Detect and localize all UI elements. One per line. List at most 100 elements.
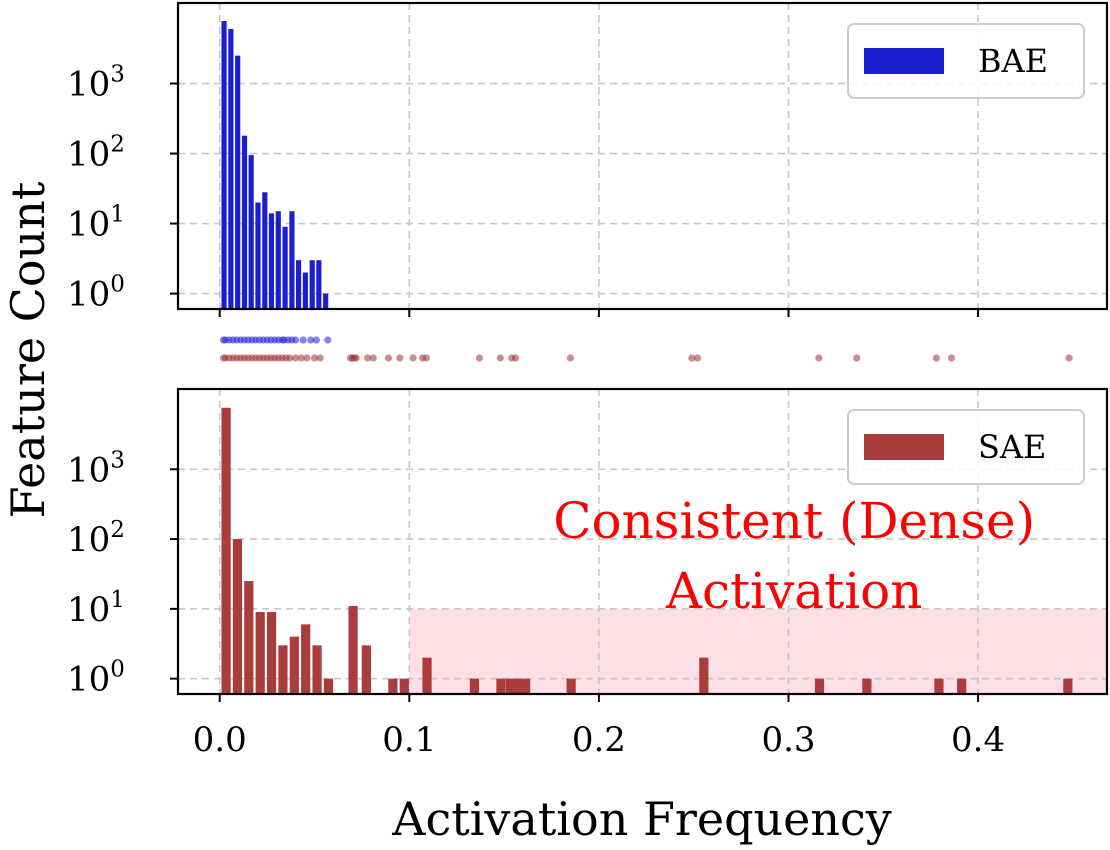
bae-panel: 100 101 102 103 BAE xyxy=(67,1,1109,317)
sae-activation-dot xyxy=(286,354,294,362)
sae-bar xyxy=(348,605,358,694)
sae-bar xyxy=(469,678,480,694)
bae-activation-dot xyxy=(299,336,307,344)
sae-activation-dot xyxy=(384,354,393,362)
bae-bar xyxy=(323,293,329,309)
sae-activation-dot xyxy=(947,354,956,362)
y-tick-label: 100 xyxy=(67,657,125,700)
plot-frame xyxy=(176,1,1109,311)
sae-activation-dot xyxy=(291,354,300,362)
sae-bar xyxy=(496,678,506,694)
annotation-text: Consistent (Dense) xyxy=(553,492,1035,550)
y-tick-label: 102 xyxy=(67,517,125,560)
bae-bar xyxy=(262,192,268,309)
y-tick-label: 102 xyxy=(67,132,125,175)
sae-activation-dot xyxy=(396,354,404,362)
sae-activation-dot xyxy=(352,354,360,362)
activation-strip xyxy=(219,336,1073,362)
sae-activation-dot xyxy=(310,354,319,362)
sae-bar xyxy=(278,645,288,694)
sae-activation-dot xyxy=(475,354,484,362)
y-tick-label: 103 xyxy=(67,62,125,105)
sae-bar xyxy=(221,407,231,694)
sae-bar xyxy=(312,645,322,694)
y-axis-label: Feature Count xyxy=(1,181,55,518)
sae-activation-dot xyxy=(316,354,324,362)
sae-bar xyxy=(814,678,825,694)
sae-bar xyxy=(505,678,516,694)
y-tick-label: 101 xyxy=(67,587,125,630)
sae-bar xyxy=(301,624,311,694)
sae-activation-dot xyxy=(369,354,377,362)
y-tick-label: 100 xyxy=(67,272,125,315)
x-tick-label: 0.4 xyxy=(951,720,1005,760)
bae-bar xyxy=(268,213,275,309)
sae-activation-dot xyxy=(409,354,417,362)
x-tick-label: 0.2 xyxy=(572,720,626,760)
legend-swatch xyxy=(864,434,944,460)
sae-activation-dot xyxy=(496,354,504,362)
sae-activation-dot xyxy=(815,354,823,362)
sae-activation-dot xyxy=(363,354,372,362)
bae-bar xyxy=(302,272,308,309)
sae-bar xyxy=(323,678,334,694)
bae-bar xyxy=(241,135,248,309)
sae-bar xyxy=(1063,678,1073,694)
bae-bar xyxy=(235,55,241,309)
x-axis-label: Activation Frequency xyxy=(391,792,892,846)
bae-bar xyxy=(255,202,261,309)
plot-frame xyxy=(176,387,1109,696)
sae-bar xyxy=(957,678,967,694)
sae-bar xyxy=(388,678,398,694)
sae-bar xyxy=(862,678,872,694)
sae-bar xyxy=(361,645,371,694)
sae-panel: 0.0 0.1 0.2 0.3 0.4 100 101 102 103 SAE Consistent… xyxy=(67,387,1109,760)
sae-bar xyxy=(513,678,523,694)
bae-bar xyxy=(309,260,315,309)
sae-activation-dot xyxy=(303,354,311,362)
sae-activation-dot xyxy=(688,354,696,362)
sae-bar xyxy=(244,581,254,694)
sae-bar xyxy=(399,678,409,694)
x-tick-label: 0.3 xyxy=(761,720,815,760)
sae-activation-dot xyxy=(1065,354,1073,362)
sae-bar xyxy=(422,657,432,694)
legend-box xyxy=(847,23,1085,99)
annotation-text: Activation xyxy=(665,562,923,620)
x-tick-label: 0.0 xyxy=(193,720,247,760)
sae-activation-dot xyxy=(422,354,430,362)
sae-bar xyxy=(266,612,277,694)
y-tick-label: 103 xyxy=(67,447,125,490)
sae-activation-dot xyxy=(511,354,520,362)
bae-activation-dot xyxy=(324,336,332,344)
bae-bar xyxy=(289,211,295,309)
bae-bar xyxy=(228,29,234,309)
y-tick-label: 101 xyxy=(67,202,125,245)
bae-activation-dot xyxy=(312,336,321,344)
sae-bar xyxy=(232,539,243,694)
sae-activation-dot xyxy=(853,354,861,362)
sae-bar xyxy=(566,678,576,694)
bae-bar xyxy=(316,260,322,309)
legend-swatch xyxy=(864,48,944,74)
legend-label: BAE xyxy=(978,42,1048,80)
bae-activation-dot xyxy=(307,336,315,344)
bae-bar xyxy=(221,21,227,310)
legend-box xyxy=(847,409,1085,485)
legend-label: SAE xyxy=(978,428,1046,466)
bae-bar xyxy=(275,211,281,309)
sae-activation-dot xyxy=(566,354,575,362)
sae-activation-dot xyxy=(297,354,305,362)
bae-activation-dot xyxy=(291,336,300,344)
sae-activation-dot xyxy=(693,354,702,362)
x-tick-label: 0.1 xyxy=(382,720,436,760)
bae-bar xyxy=(295,260,302,309)
bae-bar xyxy=(248,155,254,309)
sae-activation-dot xyxy=(932,354,940,362)
bae-bar xyxy=(282,226,288,309)
sae-bar xyxy=(699,657,709,694)
sae-bar xyxy=(521,678,531,694)
sae-bar xyxy=(255,612,265,694)
sae-bar xyxy=(934,678,944,694)
